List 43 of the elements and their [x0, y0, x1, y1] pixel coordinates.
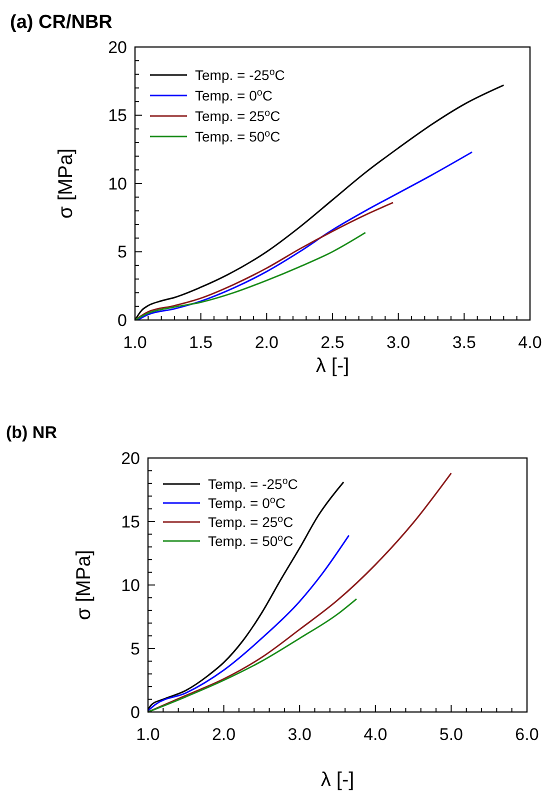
x-tick-label: 1.0 — [123, 333, 147, 352]
line-series — [136, 151, 473, 321]
x-tick-label: 3.5 — [452, 333, 476, 352]
y-tick-label: 15 — [108, 106, 127, 126]
legend-label: Temp. = -25$^{o}$C — [195, 66, 285, 83]
line-series — [147, 472, 452, 713]
y-tick-label: 20 — [121, 448, 140, 468]
x-tick-label: 5.0 — [439, 725, 464, 744]
x-tick-label: 6.0 — [515, 725, 539, 744]
line-series — [147, 598, 358, 713]
y-tick-label: 0 — [130, 702, 140, 722]
legend-label: Temp. = 0$^{o}$C — [195, 86, 272, 104]
x-tick-label: 2.0 — [254, 333, 278, 352]
y-tick-label: 10 — [108, 174, 127, 194]
x-tick-label: 2.0 — [212, 725, 236, 744]
legend-label: Temp. = 25$^{o}$C — [195, 107, 280, 124]
x-axis-title: λ [-] — [320, 769, 354, 791]
line-series — [134, 232, 366, 321]
x-tick-label: 2.5 — [320, 333, 344, 352]
legend-label: Temp. = 0$^{o}$C — [208, 494, 286, 511]
legend-label: Temp. = 50$^{o}$C — [195, 128, 280, 144]
x-axis-title: λ [-] — [316, 355, 350, 377]
x-tick-label: 1.5 — [189, 333, 213, 352]
y-tick-label: 15 — [121, 512, 140, 532]
legend-label: Temp. = 50$^{o}$C — [208, 532, 294, 549]
y-tick-label: 20 — [108, 38, 127, 57]
x-tick-label: 1.0 — [136, 725, 160, 744]
legend-label: Temp. = 25$^{o}$C — [208, 513, 294, 530]
x-tick-label: 3.0 — [386, 333, 410, 352]
line-series — [147, 534, 350, 712]
y-tick-label: 10 — [121, 576, 140, 595]
y-tick-label: 0 — [118, 310, 127, 330]
y-tick-label: 5 — [130, 639, 140, 658]
legend-label: Temp. = -25$^{o}$C — [208, 475, 298, 492]
chart-title: (b) NR — [6, 423, 57, 442]
x-tick-label: 4.0 — [364, 725, 388, 744]
x-tick-label: 4.0 — [518, 333, 542, 352]
line-series — [134, 202, 394, 321]
x-tick-label: 3.0 — [288, 725, 312, 744]
y-axis-title: σ [MPa] — [55, 148, 77, 219]
y-axis-title: σ [MPa] — [73, 550, 95, 620]
y-tick-label: 5 — [118, 242, 127, 262]
chart-title: (a) CR/NBR — [10, 12, 113, 33]
